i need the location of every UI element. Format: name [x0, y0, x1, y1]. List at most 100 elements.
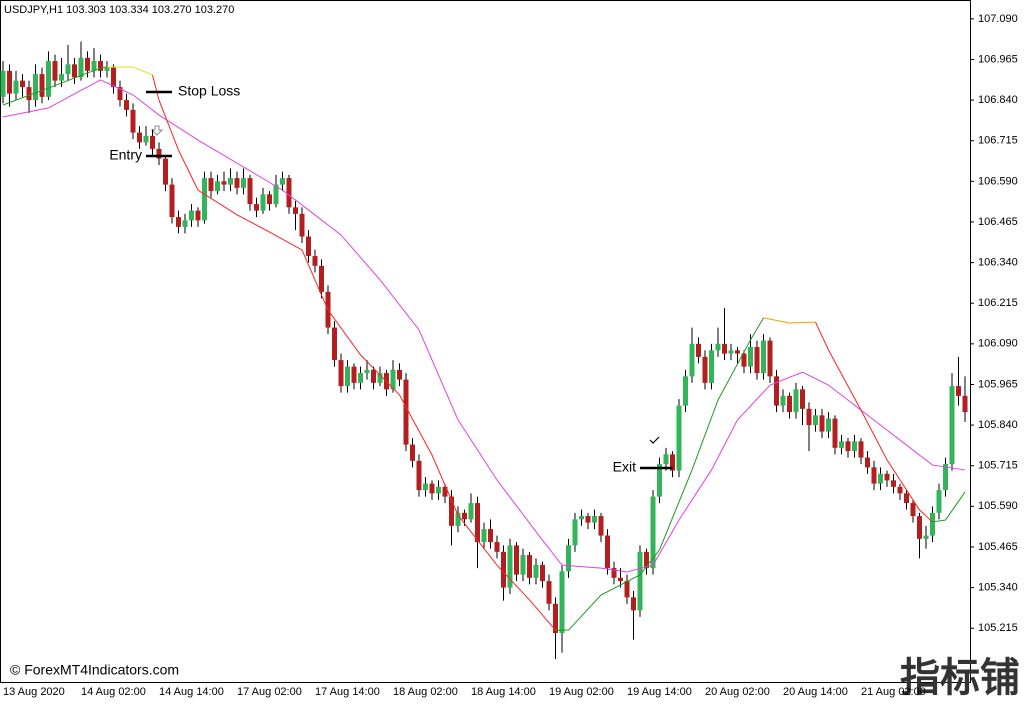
candle-body — [169, 184, 175, 218]
candle-body — [696, 343, 701, 357]
candle-body — [832, 418, 838, 448]
candle-body — [845, 441, 851, 452]
candle-body — [436, 486, 441, 494]
candle-body — [826, 418, 831, 432]
y-tick-label: 105.965 — [978, 378, 1018, 390]
candle-body — [527, 555, 532, 578]
candle-body — [306, 236, 311, 257]
chart-title: USDJPY,H1 103.303 103.334 103.270 103.27… — [4, 4, 234, 16]
candle-body — [0, 70, 6, 97]
candle-body — [507, 545, 513, 588]
candle-body — [780, 395, 786, 406]
candle-body — [572, 519, 578, 546]
moving-average-line — [763, 317, 816, 324]
candle-body — [267, 194, 272, 205]
candle-body — [741, 353, 747, 367]
candle-body — [546, 581, 552, 604]
candle-body — [949, 386, 955, 465]
annotation-label: Exit — [613, 459, 636, 475]
candle-body — [592, 516, 597, 523]
x-tick-label: 14 Aug 02:00 — [81, 686, 146, 698]
candle-body — [124, 100, 129, 110]
candle-body — [943, 464, 948, 491]
y-tick-label: 106.090 — [978, 338, 1018, 350]
candle-body — [442, 486, 448, 497]
x-tick-label: 17 Aug 02:00 — [237, 686, 302, 698]
x-tick-label: 14 Aug 14:00 — [159, 686, 224, 698]
candle-body — [351, 366, 357, 383]
moving-average-line — [2, 66, 108, 106]
candle-body — [410, 444, 415, 461]
candle-body — [709, 350, 714, 383]
candle-body — [364, 369, 370, 374]
y-tick-label: 107.090 — [978, 13, 1018, 25]
candle-body — [59, 74, 64, 81]
candle-body — [371, 369, 376, 383]
candle-body — [52, 61, 58, 81]
candle-body — [787, 395, 792, 413]
copyright: © ForexMT4Indicators.com — [10, 662, 179, 678]
candle-body — [280, 178, 285, 185]
candle-body — [455, 512, 461, 526]
candle-body — [475, 503, 480, 543]
candle-body — [202, 178, 207, 221]
candle-body — [273, 184, 279, 205]
candle-body — [761, 340, 766, 374]
candle-body — [468, 503, 474, 520]
candle-body — [936, 490, 942, 513]
candle-body — [85, 57, 90, 71]
candle-body — [7, 70, 12, 94]
candle-body — [702, 356, 708, 383]
candle-body — [39, 74, 45, 97]
candle-body — [579, 516, 584, 520]
candle-body — [221, 181, 227, 185]
candle-body — [904, 493, 909, 504]
moving-average-line — [107, 66, 153, 76]
candle-body — [923, 535, 929, 539]
candle-body — [962, 395, 968, 413]
y-tick-label: 105.715 — [978, 460, 1018, 472]
candle-body — [676, 405, 682, 471]
x-tick-label: 18 Aug 02:00 — [393, 686, 458, 698]
candle-body — [878, 473, 883, 484]
candle-body — [156, 148, 162, 159]
candle-body — [150, 135, 155, 149]
candle-body — [345, 366, 350, 387]
candle-body — [767, 340, 773, 377]
candle-body — [338, 360, 344, 387]
candle-body — [956, 386, 961, 396]
candle-body — [689, 343, 695, 377]
candle-body — [91, 61, 97, 71]
moving-average-line — [815, 321, 933, 523]
candle-body — [416, 460, 422, 491]
candle-body — [33, 74, 38, 101]
watermark: 指标铺 — [900, 655, 1020, 701]
exit-check-icon — [649, 436, 660, 444]
candle-body — [377, 373, 383, 383]
candle-body — [605, 535, 610, 569]
y-tick-label: 105.340 — [978, 581, 1018, 593]
moving-average-line — [555, 317, 764, 631]
candle-body — [163, 158, 168, 185]
y-tick-label: 106.840 — [978, 94, 1018, 106]
y-tick-label: 105.465 — [978, 541, 1018, 553]
candle-body — [423, 483, 428, 491]
plot-frame — [0, 0, 971, 683]
x-tick-label: 20 Aug 02:00 — [705, 686, 770, 698]
y-tick-label: 106.965 — [978, 53, 1018, 65]
x-tick-label: 13 Aug 2020 — [3, 686, 65, 698]
candle-body — [566, 545, 571, 572]
candle-body — [293, 207, 298, 214]
candle-body — [819, 415, 825, 432]
candle-body — [624, 581, 630, 598]
x-tick-label: 19 Aug 14:00 — [627, 686, 692, 698]
candle-body — [683, 376, 688, 406]
candle-body — [137, 132, 142, 143]
candle-body — [598, 516, 604, 536]
candle-body — [520, 555, 526, 575]
candle-body — [286, 178, 292, 208]
candle-body — [299, 213, 305, 237]
x-tick-label: 19 Aug 02:00 — [549, 686, 614, 698]
candle-body — [189, 210, 194, 221]
